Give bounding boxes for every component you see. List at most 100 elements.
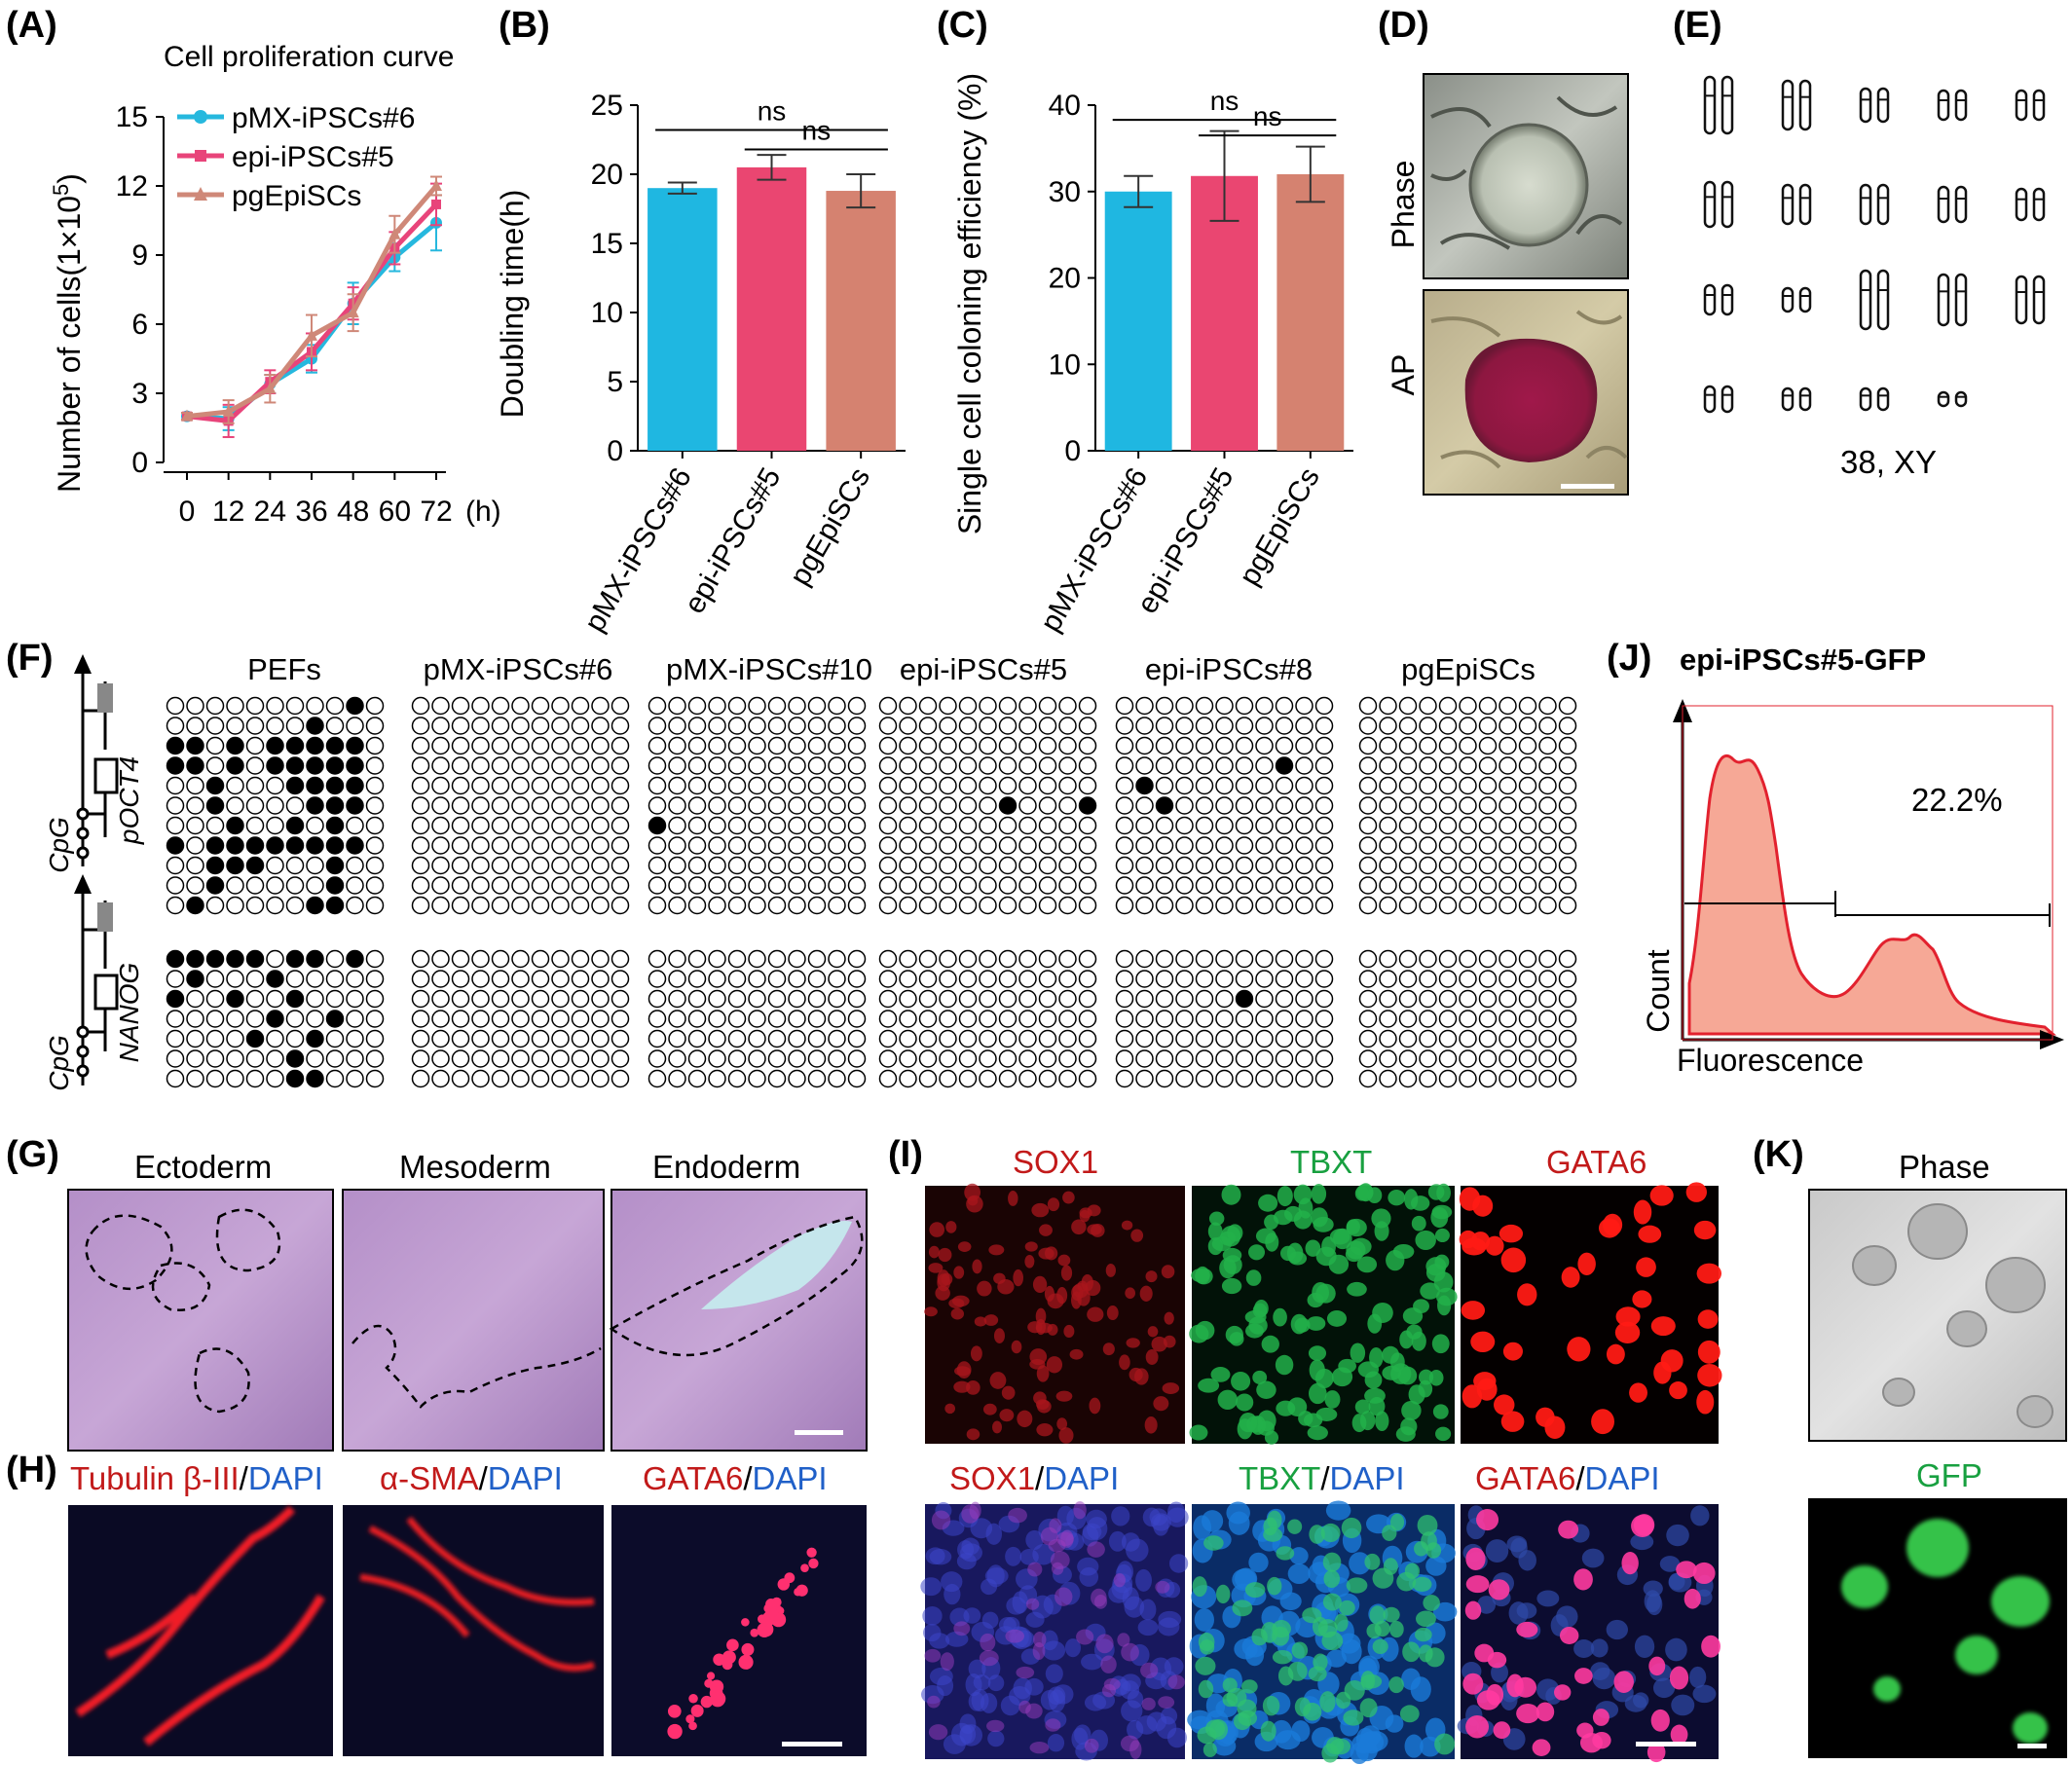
nucleus-dot xyxy=(1150,1513,1171,1531)
cpg-site xyxy=(1314,1029,1334,1048)
nucleus-dot xyxy=(1287,1563,1311,1585)
cpg-site xyxy=(1135,1069,1154,1088)
nucleus-dot xyxy=(1434,1228,1450,1243)
cpg-site xyxy=(979,836,997,855)
cpg-site xyxy=(491,1069,510,1088)
x-tick-label: pMX-iPSCs#6 xyxy=(578,462,698,638)
cpg-site xyxy=(1478,717,1498,735)
nucleus-dot xyxy=(1027,1562,1043,1577)
phase-label: Phase xyxy=(1386,161,1421,249)
nucleus-dot xyxy=(1354,1399,1371,1415)
cpg-site xyxy=(1459,776,1477,795)
cpg-site xyxy=(668,896,686,915)
nucleus-dot xyxy=(1326,1310,1348,1327)
cpg-site xyxy=(325,949,345,969)
nucleus-dot xyxy=(1372,1567,1394,1589)
cpg-site xyxy=(748,756,766,775)
cpg-site xyxy=(1275,856,1294,875)
cpg-site xyxy=(958,896,978,915)
nucleus-dot xyxy=(1634,1635,1655,1659)
nucleus-dot xyxy=(1366,1623,1382,1639)
cpg-site xyxy=(1018,836,1037,855)
cpg-site xyxy=(1358,717,1378,735)
nucleus-dot xyxy=(1275,1730,1301,1750)
cpg-site xyxy=(491,970,510,988)
nucleus-dot xyxy=(1126,1338,1140,1348)
panel-label-k: (K) xyxy=(1753,1134,1804,1175)
cpg-site xyxy=(648,1049,667,1068)
cpg-site xyxy=(226,836,244,855)
cpg-site xyxy=(166,989,185,1009)
cpg-site xyxy=(1459,717,1477,735)
nucleus-dot xyxy=(1262,1695,1280,1716)
cpg-site xyxy=(245,876,265,895)
bar-0 xyxy=(1104,191,1172,451)
y-tick-label: 0 xyxy=(131,447,148,479)
cpg-site xyxy=(205,796,225,815)
nucleus-dot xyxy=(796,1584,808,1597)
nucleus-dot xyxy=(1255,1228,1276,1244)
nucleus-dot xyxy=(1166,1501,1185,1524)
cpg-site xyxy=(591,1069,610,1088)
cpg-site xyxy=(531,1049,550,1068)
cpg-site xyxy=(365,896,385,915)
cpg-site xyxy=(1558,970,1577,988)
cpg-site xyxy=(205,696,225,716)
cpg-site xyxy=(226,1069,244,1088)
cpg-site xyxy=(828,1049,846,1068)
cpg-site xyxy=(727,1049,747,1068)
chromosome xyxy=(1720,180,1734,229)
cpg-site xyxy=(266,856,284,875)
nucleus-dot xyxy=(1035,1318,1047,1336)
cpg-site xyxy=(1058,896,1077,915)
nucleus-dot xyxy=(1355,1184,1374,1201)
cpg-site xyxy=(205,1049,225,1068)
nucleus-dot xyxy=(924,1306,938,1317)
y-tick-label: 10 xyxy=(591,297,623,329)
cpg-site xyxy=(1275,816,1294,835)
x-tick-label: 72 xyxy=(420,496,452,528)
chromosome xyxy=(1954,273,1968,327)
nucleus-dot xyxy=(1697,1309,1719,1329)
cpg-site xyxy=(1438,856,1458,875)
cpg-site xyxy=(1255,1029,1274,1048)
cpg-site xyxy=(1518,989,1537,1009)
nucleus-dot xyxy=(1567,1337,1591,1362)
cpg-site xyxy=(1518,1010,1537,1028)
nucleus-dot xyxy=(1105,1263,1116,1277)
nucleus-dot xyxy=(1257,1420,1275,1436)
nucleus-dot xyxy=(1001,1385,1016,1400)
cpg-site xyxy=(1438,1029,1458,1048)
phase-image xyxy=(1423,73,1629,279)
nucleus-dot xyxy=(1147,1326,1159,1338)
cpg-site xyxy=(1275,1069,1294,1088)
k-gfp-label: GFP xyxy=(1916,1457,1982,1493)
cpg-site xyxy=(828,816,846,835)
cpg-site xyxy=(205,949,225,969)
cpg-site xyxy=(451,816,470,835)
nucleus-dot xyxy=(1036,1423,1054,1437)
cpg-site xyxy=(431,856,450,875)
nucleus-dot xyxy=(1106,1305,1119,1321)
cpg-site xyxy=(1538,696,1557,716)
cpg-site xyxy=(979,796,997,815)
nucleus-dot xyxy=(993,1328,1005,1343)
cpg-site xyxy=(1215,989,1234,1009)
nucleus-dot xyxy=(1559,1626,1579,1644)
nucleus-dot xyxy=(1245,1269,1262,1286)
nucleus-dot xyxy=(938,1247,952,1263)
cpg-site xyxy=(610,776,630,795)
cpg-site xyxy=(346,696,364,716)
cpg-site xyxy=(828,836,846,855)
nucleus-dot xyxy=(1671,1694,1695,1716)
chart-a-title: Cell proliferation curve xyxy=(164,41,454,73)
y-tick-label: 15 xyxy=(116,101,148,133)
nucleus-dot xyxy=(1690,1505,1710,1526)
nucleus-dot xyxy=(741,1618,750,1627)
cpg-site xyxy=(1235,856,1254,875)
ap-image xyxy=(1423,289,1629,496)
cpg-site xyxy=(1255,696,1274,716)
nucleus-dot xyxy=(667,1723,683,1740)
cpg-site xyxy=(551,1049,570,1068)
nucleus-dot xyxy=(1036,1365,1050,1382)
